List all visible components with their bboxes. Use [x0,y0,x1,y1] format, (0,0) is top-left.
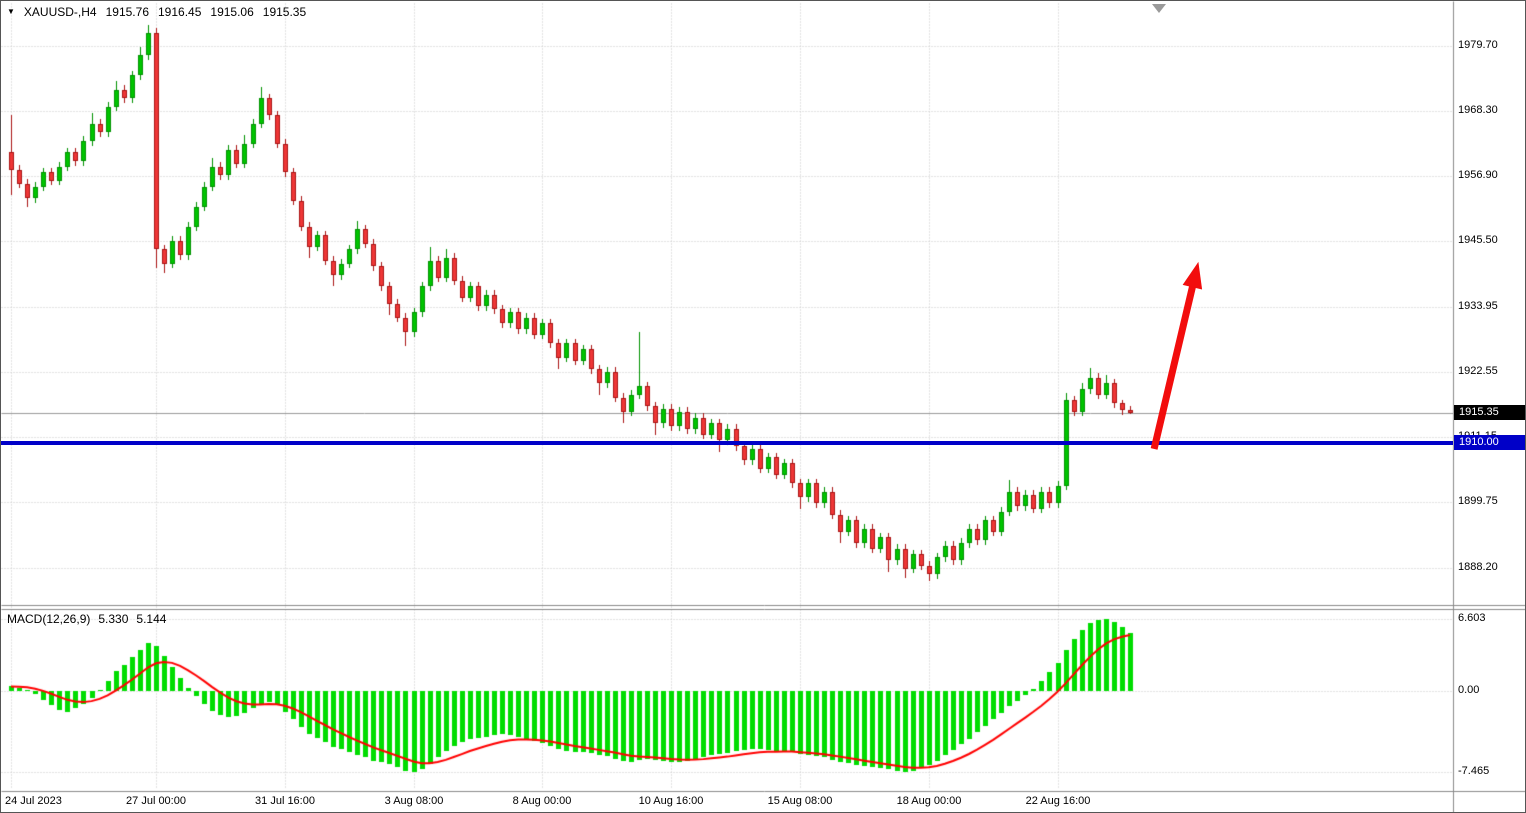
support-line-price-tag: 1910.00 [1454,435,1525,450]
macd-main-value: 5.330 [98,612,129,626]
macd-name: MACD(12,26,9) [7,612,91,626]
price-axis-label: 1979.70 [1458,39,1498,51]
price-axis-label: 1933.95 [1458,300,1498,312]
macd-axis-label: 0.00 [1458,684,1480,696]
price-axis-label: 1922.55 [1458,365,1498,377]
time-axis-label: 27 Jul 00:00 [126,795,186,807]
time-axis-label: 18 Aug 00:00 [896,795,962,807]
time-axis-label: 10 Aug 16:00 [638,795,704,807]
chart-ohlc-header: ▼ XAUUSD-,H4 1915.76 1916.45 1915.06 191… [7,5,306,19]
macd-axis-label: 6.603 [1458,612,1486,624]
current-price-tag: 1915.35 [1454,405,1525,420]
ohlc-high: 1916.45 [158,5,202,19]
chart-shift-marker-icon[interactable] [1152,4,1166,13]
macd-indicator-label: MACD(12,26,9) 5.330 5.144 [7,612,166,626]
ohlc-low: 1915.06 [210,5,254,19]
time-axis-label: 15 Aug 08:00 [767,795,833,807]
symbol-dropdown-icon: ▼ [7,7,15,16]
horizontal-support-line[interactable] [1,441,1453,445]
price-axis-label: 1888.20 [1458,561,1498,573]
price-axis-label: 1968.30 [1458,104,1498,116]
macd-signal-value: 5.144 [136,612,167,626]
ohlc-open: 1915.76 [105,5,149,19]
symbol-period-label: XAUUSD-,H4 [23,5,97,19]
time-axis-label: 31 Jul 16:00 [255,795,315,807]
time-axis-label: 22 Aug 16:00 [1025,795,1091,807]
time-axis-label: 3 Aug 08:00 [384,795,444,807]
time-axis-label: 24 Jul 2023 [5,795,62,807]
price-axis-label: 1956.90 [1458,169,1498,181]
price-axis-label: 1945.50 [1458,234,1498,246]
ohlc-close: 1915.35 [262,5,307,19]
time-axis-label: 8 Aug 00:00 [512,795,572,807]
price-axis-label: 1899.75 [1458,495,1498,507]
macd-axis-label: -7.465 [1458,765,1490,777]
